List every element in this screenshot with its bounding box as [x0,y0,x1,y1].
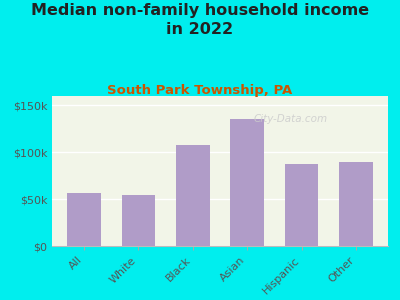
Text: Median non-family household income
in 2022: Median non-family household income in 20… [31,3,369,37]
Text: City-Data.com: City-Data.com [254,114,328,124]
Bar [122,195,155,246]
Bar [176,145,210,246]
Text: South Park Township, PA: South Park Township, PA [107,84,293,97]
Bar [339,162,373,246]
Bar [67,193,101,246]
Bar [230,119,264,246]
Bar [285,164,318,246]
